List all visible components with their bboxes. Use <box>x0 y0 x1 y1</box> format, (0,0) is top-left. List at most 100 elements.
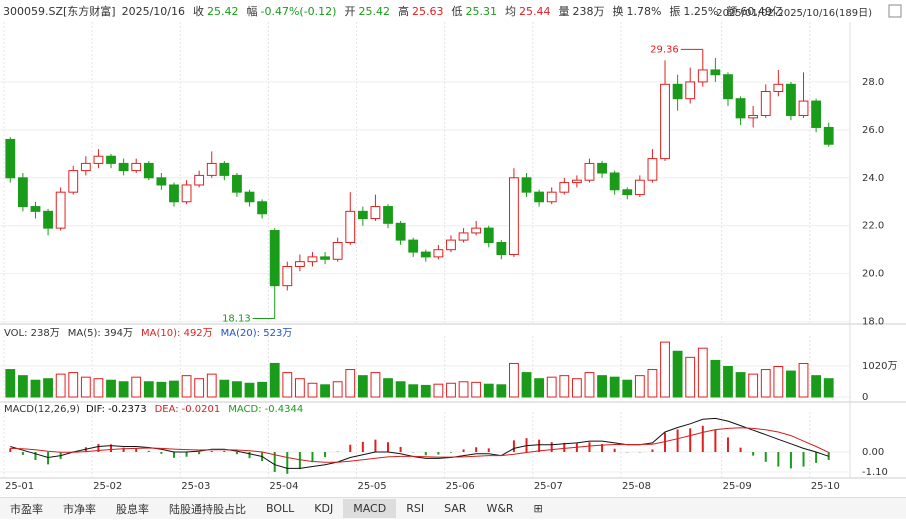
symbol: 300059.SZ[东方财富] <box>3 5 116 18</box>
candle-body <box>710 69 721 76</box>
candle-body <box>43 210 53 229</box>
min-label: 18.13 <box>222 313 251 324</box>
field-label: 低 <box>451 5 463 18</box>
volume-bar <box>131 376 142 398</box>
tab[interactable]: RSI <box>406 502 425 515</box>
candle-body <box>383 206 393 224</box>
tab[interactable]: MACD <box>343 499 397 518</box>
candle-body <box>446 239 456 251</box>
volume-bar <box>332 381 343 398</box>
x-tick-label: 25-09 <box>723 481 752 492</box>
field-label: 均 <box>504 5 516 18</box>
tab[interactable]: SAR <box>444 502 467 515</box>
y-tick-label: 26.0 <box>862 125 884 136</box>
field-label: 开 <box>344 5 356 18</box>
max-label: 29.36 <box>650 44 679 55</box>
field-label: 额 <box>726 5 738 18</box>
settings-icon[interactable] <box>888 4 902 18</box>
candle-body <box>748 114 759 119</box>
volume-bar <box>634 375 645 398</box>
tab[interactable]: W&R <box>486 502 514 515</box>
candle-body <box>597 162 607 174</box>
y-tick-label: 0 <box>862 392 868 403</box>
candle-body <box>345 210 356 244</box>
field-value: 25.63 <box>411 5 444 18</box>
tab[interactable]: 股息率 <box>116 502 149 516</box>
candle-body <box>584 162 595 181</box>
candle-body <box>282 265 293 287</box>
candle-body <box>420 251 431 258</box>
candle-body <box>546 191 557 203</box>
candle-body <box>521 177 532 193</box>
candle-body <box>294 261 305 267</box>
volume-bar <box>30 379 41 398</box>
volume-bar <box>483 383 494 398</box>
volume-bar <box>786 370 796 398</box>
candle-body <box>357 210 368 220</box>
volume-bar <box>823 378 834 398</box>
field-value: 25.42 <box>358 5 390 18</box>
volume-bar <box>697 347 708 398</box>
volume-bar <box>395 381 406 398</box>
volume-bar <box>685 356 696 398</box>
candle-body <box>534 191 545 203</box>
field-value: 25.31 <box>465 5 497 18</box>
y-tick-label: 20.0 <box>862 269 884 280</box>
candle-body <box>332 242 343 260</box>
field-value: -0.47%(-0.12) <box>260 5 337 18</box>
volume-bar <box>219 379 230 398</box>
volume-bar <box>357 375 368 398</box>
candle-body <box>395 222 406 241</box>
tab[interactable]: 市盈率 <box>10 502 43 516</box>
candle-body <box>647 158 658 181</box>
volume-bar <box>408 384 419 398</box>
volume-bar <box>584 372 595 398</box>
y-tick-label: -1.10 <box>862 467 888 478</box>
tab[interactable]: KDJ <box>314 502 334 515</box>
volume-bar <box>294 378 305 398</box>
candle-body <box>735 98 746 119</box>
candle-body <box>194 174 205 186</box>
field-value: 1.78% <box>626 5 662 18</box>
volume-bar <box>597 375 607 398</box>
candle-body <box>93 155 104 164</box>
x-tick-label: 25-01 <box>5 481 34 492</box>
field-label: 收 <box>193 5 204 18</box>
candle-body <box>219 162 230 176</box>
candle-body <box>786 83 796 116</box>
candle-body <box>622 189 633 196</box>
volume-bar <box>471 381 482 398</box>
candle-body <box>17 177 28 208</box>
volume-bar <box>559 375 570 398</box>
candle-body <box>106 155 116 164</box>
volume-bar <box>798 362 809 398</box>
legend-value: -0.2373 <box>108 404 147 415</box>
candle-body <box>131 162 142 172</box>
candle-body <box>244 191 255 203</box>
chart: 18.0 20.0 22.0 24.0 26.0 28.0 0 1020万 0.00 -1.10 2… <box>0 22 906 492</box>
legend-value: -0.0201 <box>182 404 221 415</box>
candle-body <box>483 227 494 244</box>
candle-body <box>811 100 822 128</box>
legend-entry: MA(5): 394万 <box>68 328 133 339</box>
volume-bar <box>320 384 330 398</box>
tab[interactable]: BOLL <box>266 502 295 515</box>
x-tick-label: 25-03 <box>181 481 210 492</box>
candle-body <box>206 162 217 176</box>
tab[interactable]: 市净率 <box>63 502 96 516</box>
volume-bar <box>345 369 356 398</box>
candle-body <box>5 138 16 179</box>
volume-bar <box>622 379 633 398</box>
candle-body <box>471 227 482 234</box>
volume-bar <box>420 384 431 398</box>
x-tick-label: 25-05 <box>358 481 387 492</box>
x-tick-label: 25-08 <box>622 481 651 492</box>
volume-bar <box>307 382 318 398</box>
field-label: 换 <box>612 5 624 18</box>
legend-label: DEA: <box>155 404 179 415</box>
tab[interactable]: ⊞ <box>533 502 543 515</box>
candle-body <box>571 179 582 184</box>
field-label: 高 <box>397 5 409 18</box>
tab[interactable]: 陆股通持股占比 <box>169 502 246 516</box>
